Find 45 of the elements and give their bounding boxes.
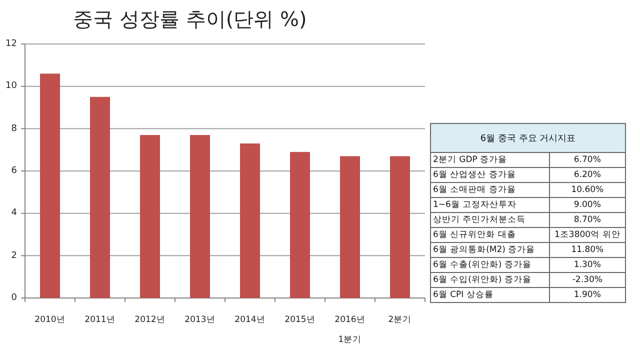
category-label: 6월 광의통화(M2) 증가율: [430, 242, 550, 258]
bar: [240, 143, 260, 298]
text: 1.90%: [574, 290, 601, 300]
bar: [390, 156, 410, 298]
category-label: 6월 신규위안화 대출: [430, 228, 550, 242]
x-tick-label: 2010년: [34, 314, 66, 327]
x-tick-label: 2011년: [84, 314, 116, 327]
y-tick-label: 4: [10, 207, 17, 220]
text: 6월 중국 주요 거시지표: [430, 124, 626, 152]
x-tick-label: 2015년: [284, 314, 316, 327]
x-tick-label: 2016년 1분기: [334, 314, 366, 345]
text: 11.80%: [571, 245, 604, 255]
bar: [140, 135, 160, 298]
text: -2.30%: [572, 275, 602, 285]
category-label: 6월 수입(위안화) 증가율: [430, 272, 550, 288]
category-label: 6월 산업생산 증가율: [430, 168, 550, 182]
x-tick-label: 2014년: [234, 314, 266, 327]
text: 9.00%: [574, 200, 601, 210]
chart-title: 중국 성장률 추이(단위 %): [72, 6, 308, 33]
y-tick-label: 2: [10, 250, 17, 262]
bar: [340, 156, 360, 298]
x-tick-label: 2분기: [387, 314, 413, 327]
text: 1.30%: [574, 260, 601, 270]
category-label: 6월 CPI 상승률: [430, 288, 550, 302]
y-tick-label: 8: [10, 122, 17, 135]
bar: [90, 96, 110, 298]
category-label: 6월 수출(위안화) 증가율: [430, 258, 550, 272]
text: 6.70%: [574, 155, 601, 165]
category-label: 6월 소매판매 증가율: [430, 182, 550, 198]
y-tick-label: 12: [4, 38, 17, 50]
x-tick-label: 2013년: [184, 314, 216, 327]
bar: [290, 152, 310, 298]
y-tick-label: 6: [10, 165, 17, 177]
y-tick-label: 0: [10, 292, 17, 304]
category-label: 1~6월 고정자산투자: [430, 198, 550, 212]
category-label: 2분기 GDP 증가율: [430, 152, 550, 168]
text: 1조3800억 위안: [554, 230, 620, 240]
text: 6.20%: [574, 170, 601, 180]
category-label: 상반기 주민가처분소득: [430, 212, 550, 228]
y-tick-label: 10: [4, 80, 17, 92]
text: 8.70%: [574, 215, 601, 225]
bar: [190, 135, 210, 298]
bar: [40, 74, 60, 298]
text: 10.60%: [571, 185, 604, 195]
x-tick-label: 2012년: [134, 314, 166, 327]
